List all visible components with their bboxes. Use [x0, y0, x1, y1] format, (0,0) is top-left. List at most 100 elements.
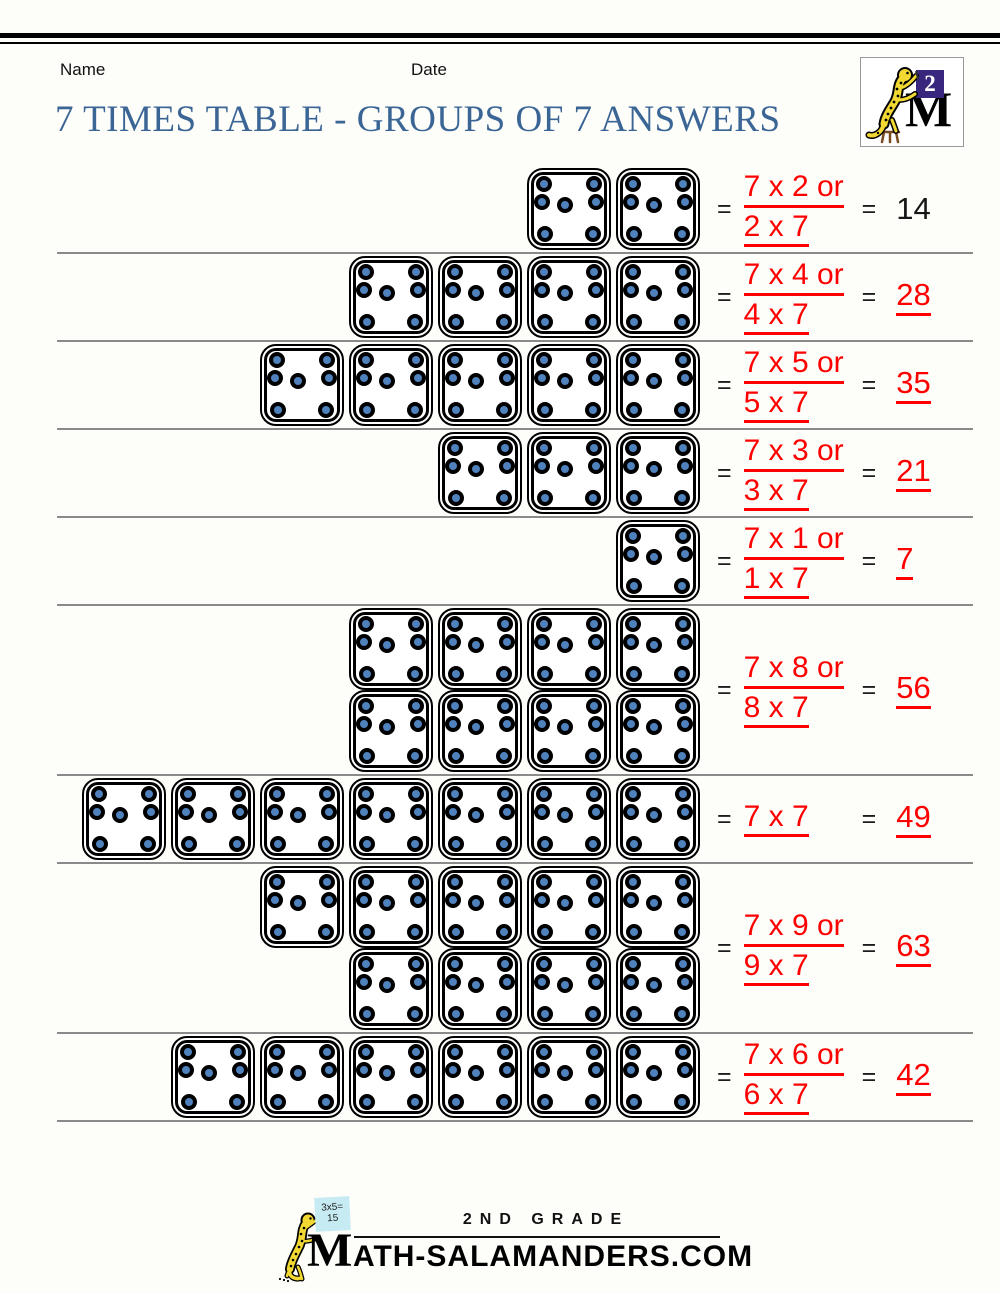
dot — [537, 748, 553, 764]
dot — [537, 666, 553, 682]
dice-tile — [616, 690, 700, 772]
site-name: ATH-SALAMANDERS.COM — [353, 1240, 754, 1273]
dot — [496, 748, 512, 764]
expression-line: 7 x 3 or — [743, 435, 844, 472]
dot — [359, 402, 375, 418]
dot — [674, 490, 690, 506]
dice-tile — [260, 344, 344, 426]
dot — [675, 528, 691, 544]
dice-subrow — [349, 608, 700, 690]
dot — [232, 804, 248, 820]
dot — [537, 314, 553, 330]
dice-group — [57, 168, 700, 250]
dot — [534, 458, 550, 474]
dice-tile-face — [442, 260, 518, 334]
dot — [499, 716, 515, 732]
dot — [178, 804, 194, 820]
dice-tile — [616, 168, 700, 250]
dice-tile — [82, 778, 166, 860]
dot — [557, 895, 573, 911]
dice-subrow — [349, 256, 700, 338]
dot — [674, 314, 690, 330]
dot — [359, 666, 375, 682]
dot — [537, 836, 553, 852]
dice-tile-face — [175, 782, 251, 856]
dot — [270, 836, 286, 852]
dot — [358, 352, 374, 368]
dot — [674, 924, 690, 940]
dot — [468, 1065, 484, 1081]
dot — [674, 1094, 690, 1110]
dot — [674, 578, 690, 594]
dot — [623, 804, 639, 820]
dot — [585, 490, 601, 506]
dice-tile-face — [531, 172, 607, 246]
dot — [319, 1044, 335, 1060]
dot — [408, 352, 424, 368]
dot — [646, 197, 662, 213]
expression-line: 5 x 7 — [743, 386, 809, 423]
dot — [408, 264, 424, 280]
dot — [557, 637, 573, 653]
dot — [448, 748, 464, 764]
dot — [626, 1006, 642, 1022]
expression: 7 x 6 or 6 x 7 — [743, 1036, 852, 1118]
dot — [646, 977, 662, 993]
expression-line: 2 x 7 — [743, 210, 809, 247]
dice-tile — [616, 778, 700, 860]
dot — [445, 974, 461, 990]
equation: = 7 x 5 or 5 x 7 = 35 — [700, 344, 973, 426]
dot — [677, 370, 693, 386]
dot — [270, 402, 286, 418]
dice-tile — [349, 690, 433, 772]
dot — [537, 490, 553, 506]
dot — [445, 804, 461, 820]
dot — [407, 314, 423, 330]
grade-badge-number: 2 — [924, 71, 936, 96]
dot — [410, 892, 426, 908]
worksheet-row: = 7 x 5 or 5 x 7 = 35 — [57, 342, 973, 430]
dot — [410, 1062, 426, 1078]
dot — [586, 874, 602, 890]
dot — [677, 634, 693, 650]
dice-tile — [438, 948, 522, 1030]
dot — [140, 836, 156, 852]
dice-tile — [527, 690, 611, 772]
dot — [675, 874, 691, 890]
worksheet-row: = 7 x 9 or 9 x 7 = 63 — [57, 864, 973, 1034]
dice-group — [57, 256, 700, 338]
expression-line: 7 x 8 or — [743, 652, 844, 689]
dot — [534, 892, 550, 908]
dot — [585, 666, 601, 682]
dice-tile-face — [531, 952, 607, 1026]
dot — [646, 285, 662, 301]
dot — [675, 264, 691, 280]
dice-tile — [349, 866, 433, 948]
dot — [447, 352, 463, 368]
dice-tile — [349, 948, 433, 1030]
worksheet-row: = 7 x 7 = 49 — [57, 776, 973, 864]
dice-tile-face — [620, 348, 696, 422]
dice-tile-face — [353, 260, 429, 334]
equals-sign: = — [717, 675, 732, 704]
dot — [379, 895, 395, 911]
dot — [497, 956, 513, 972]
dot — [534, 804, 550, 820]
expression-line: 7 x 7 — [743, 801, 809, 838]
dot — [410, 716, 426, 732]
dice-tile — [527, 432, 611, 514]
dot — [499, 282, 515, 298]
dot — [497, 264, 513, 280]
dice-tile-face — [442, 870, 518, 944]
dice-tile-face — [175, 1040, 251, 1114]
dice-tile — [349, 344, 433, 426]
dot — [379, 1065, 395, 1081]
dot — [557, 461, 573, 477]
answer-value: 7 — [896, 541, 914, 581]
equals-sign: = — [717, 933, 732, 962]
dice-subrow — [438, 432, 700, 514]
dot — [586, 1044, 602, 1060]
equals-sign: = — [717, 458, 732, 487]
dot — [536, 956, 552, 972]
dot — [143, 804, 159, 820]
